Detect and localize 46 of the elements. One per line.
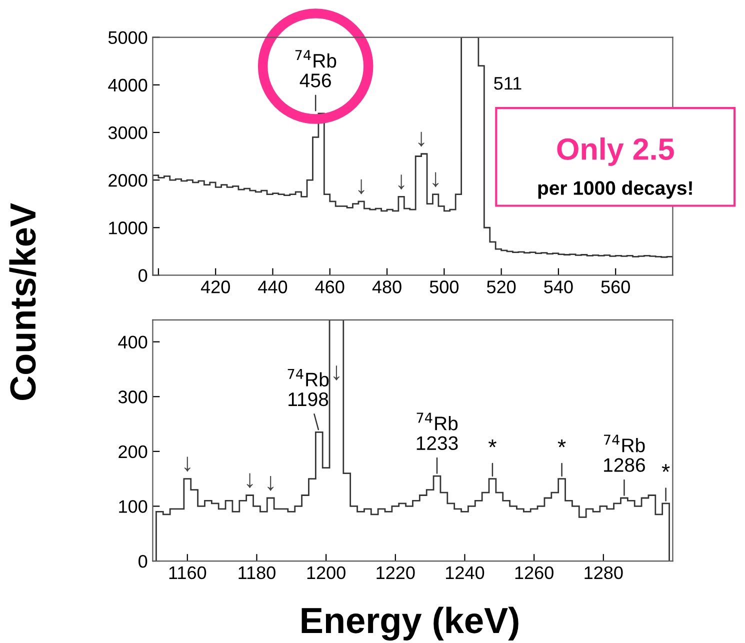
x-tick-label: 540 [544, 280, 573, 294]
y-tick-label: 5000 [108, 31, 148, 44]
y-tick-label: 0 [138, 269, 148, 282]
y-axis-title: Counts/keV [9, 203, 36, 400]
annotation: * [488, 439, 496, 448]
x-tick-label: 560 [601, 280, 630, 294]
annotation: ↓ [358, 179, 364, 194]
y-tick-label: 0 [138, 554, 148, 568]
x-tick-label: 1180 [238, 566, 276, 580]
y-tick-label: 1000 [109, 222, 148, 234]
x-axis-title: Energy (keV) [302, 606, 518, 641]
annotation: * [558, 439, 566, 448]
y-tick-label: 100 [119, 500, 148, 513]
annotation: ↓ [246, 473, 253, 488]
annotation: * [662, 464, 670, 472]
x-tick-label: 520 [486, 280, 516, 294]
x-tick-label: 1220 [376, 566, 415, 580]
x-tick-label: 1160 [169, 566, 206, 580]
annotation: ↓ [184, 456, 190, 472]
annotation: per 1000 decays! [538, 180, 692, 199]
y-tick-label: 300 [118, 390, 148, 404]
y-tick-label: 3000 [108, 126, 148, 140]
annotation: ↓ [418, 132, 424, 147]
annotation: ↓ [398, 174, 404, 190]
annotation: Only 2.5 [557, 138, 674, 166]
annotation: ↓ [334, 366, 340, 380]
x-tick-label: 440 [258, 280, 288, 294]
x-tick-label: 1240 [446, 566, 484, 580]
x-tick-label: 500 [430, 280, 459, 294]
annotation: $^{74}$Rb 1233 [416, 412, 458, 450]
y-tick-label: 2000 [108, 174, 148, 187]
x-tick-label: 480 [372, 280, 402, 294]
annotation: ↓ [432, 172, 439, 188]
annotation: $^{74}$Rb 1198 [288, 368, 329, 406]
x-tick-label: 420 [200, 280, 230, 294]
y-tick-label: 4000 [108, 78, 148, 92]
y-tick-label: 200 [118, 445, 148, 458]
annotation: $^{74}$Rb 456 [295, 50, 336, 88]
annotation: ↓ [268, 476, 274, 491]
annotation: $^{74}$Rb 1286 [604, 434, 645, 472]
x-tick-label: 460 [315, 280, 344, 294]
annotation: 511 [494, 77, 522, 90]
x-tick-label: 1280 [584, 566, 623, 580]
x-tick-label: 1260 [515, 566, 554, 580]
y-tick-label: 400 [118, 336, 148, 349]
x-tick-label: 1200 [307, 566, 346, 580]
